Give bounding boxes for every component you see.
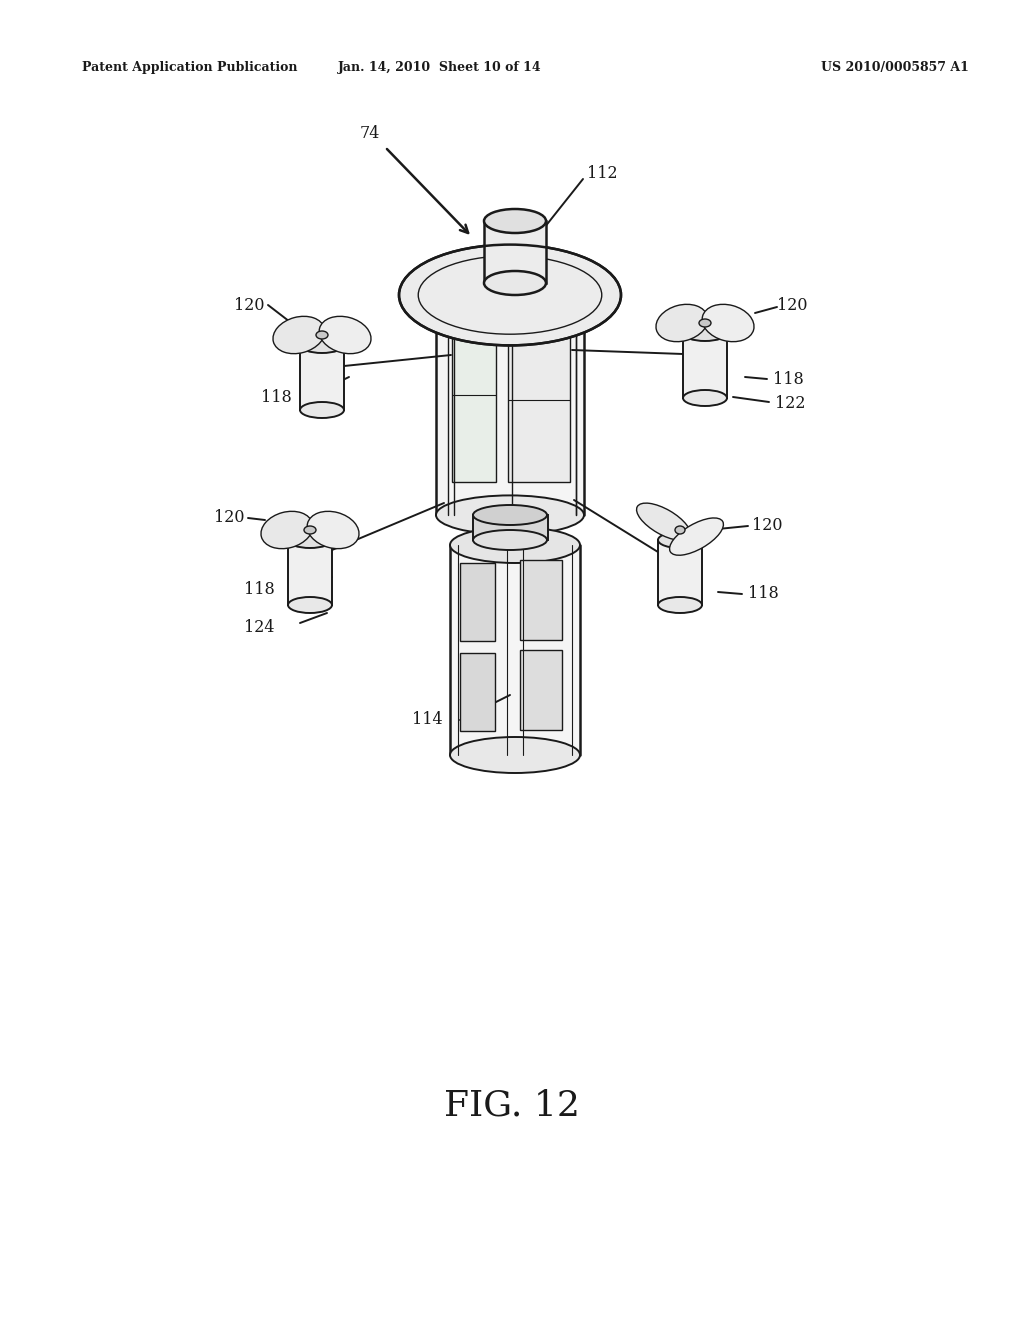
Ellipse shape: [300, 337, 344, 352]
Ellipse shape: [450, 527, 580, 564]
Text: 122: 122: [775, 395, 806, 412]
Ellipse shape: [304, 525, 316, 535]
FancyBboxPatch shape: [473, 515, 548, 540]
Text: 120: 120: [777, 297, 808, 314]
FancyBboxPatch shape: [460, 653, 495, 731]
Text: 120: 120: [214, 510, 245, 527]
Ellipse shape: [436, 495, 584, 535]
Ellipse shape: [450, 737, 580, 774]
Ellipse shape: [683, 325, 727, 341]
Ellipse shape: [261, 511, 312, 549]
FancyBboxPatch shape: [436, 294, 584, 515]
Ellipse shape: [273, 317, 325, 354]
Text: 114: 114: [413, 711, 443, 729]
Ellipse shape: [675, 525, 685, 535]
Text: 118: 118: [773, 371, 804, 388]
Ellipse shape: [484, 209, 546, 234]
Ellipse shape: [702, 305, 754, 342]
Text: Patent Application Publication: Patent Application Publication: [82, 62, 298, 74]
FancyBboxPatch shape: [520, 649, 562, 730]
Text: 124: 124: [245, 619, 275, 635]
Ellipse shape: [399, 244, 621, 346]
FancyBboxPatch shape: [508, 317, 570, 482]
Ellipse shape: [683, 389, 727, 407]
Text: 74: 74: [359, 124, 380, 141]
Ellipse shape: [656, 305, 708, 342]
FancyBboxPatch shape: [460, 564, 495, 642]
Text: 120: 120: [233, 297, 264, 314]
Text: 120: 120: [752, 516, 782, 533]
Text: 112: 112: [587, 165, 617, 181]
Ellipse shape: [319, 317, 371, 354]
Ellipse shape: [658, 532, 702, 548]
Ellipse shape: [658, 597, 702, 612]
Ellipse shape: [288, 597, 332, 612]
Ellipse shape: [316, 331, 328, 339]
Text: 118: 118: [261, 388, 292, 405]
FancyBboxPatch shape: [450, 545, 580, 755]
Text: 118: 118: [748, 586, 778, 602]
FancyBboxPatch shape: [300, 345, 344, 411]
FancyBboxPatch shape: [520, 560, 562, 640]
Text: FIG. 12: FIG. 12: [444, 1088, 580, 1122]
Text: Jan. 14, 2010  Sheet 10 of 14: Jan. 14, 2010 Sheet 10 of 14: [338, 62, 542, 74]
FancyBboxPatch shape: [484, 220, 546, 282]
Ellipse shape: [637, 503, 690, 540]
Text: 118: 118: [245, 582, 275, 598]
FancyBboxPatch shape: [683, 333, 727, 399]
Ellipse shape: [670, 517, 723, 556]
Ellipse shape: [473, 506, 547, 525]
FancyBboxPatch shape: [452, 317, 496, 482]
Ellipse shape: [288, 532, 332, 548]
FancyBboxPatch shape: [288, 540, 332, 605]
Ellipse shape: [300, 403, 344, 418]
Ellipse shape: [307, 511, 359, 549]
FancyBboxPatch shape: [658, 540, 702, 605]
Ellipse shape: [484, 271, 546, 294]
Text: US 2010/0005857 A1: US 2010/0005857 A1: [821, 62, 969, 74]
Ellipse shape: [699, 319, 711, 327]
Ellipse shape: [473, 531, 547, 550]
